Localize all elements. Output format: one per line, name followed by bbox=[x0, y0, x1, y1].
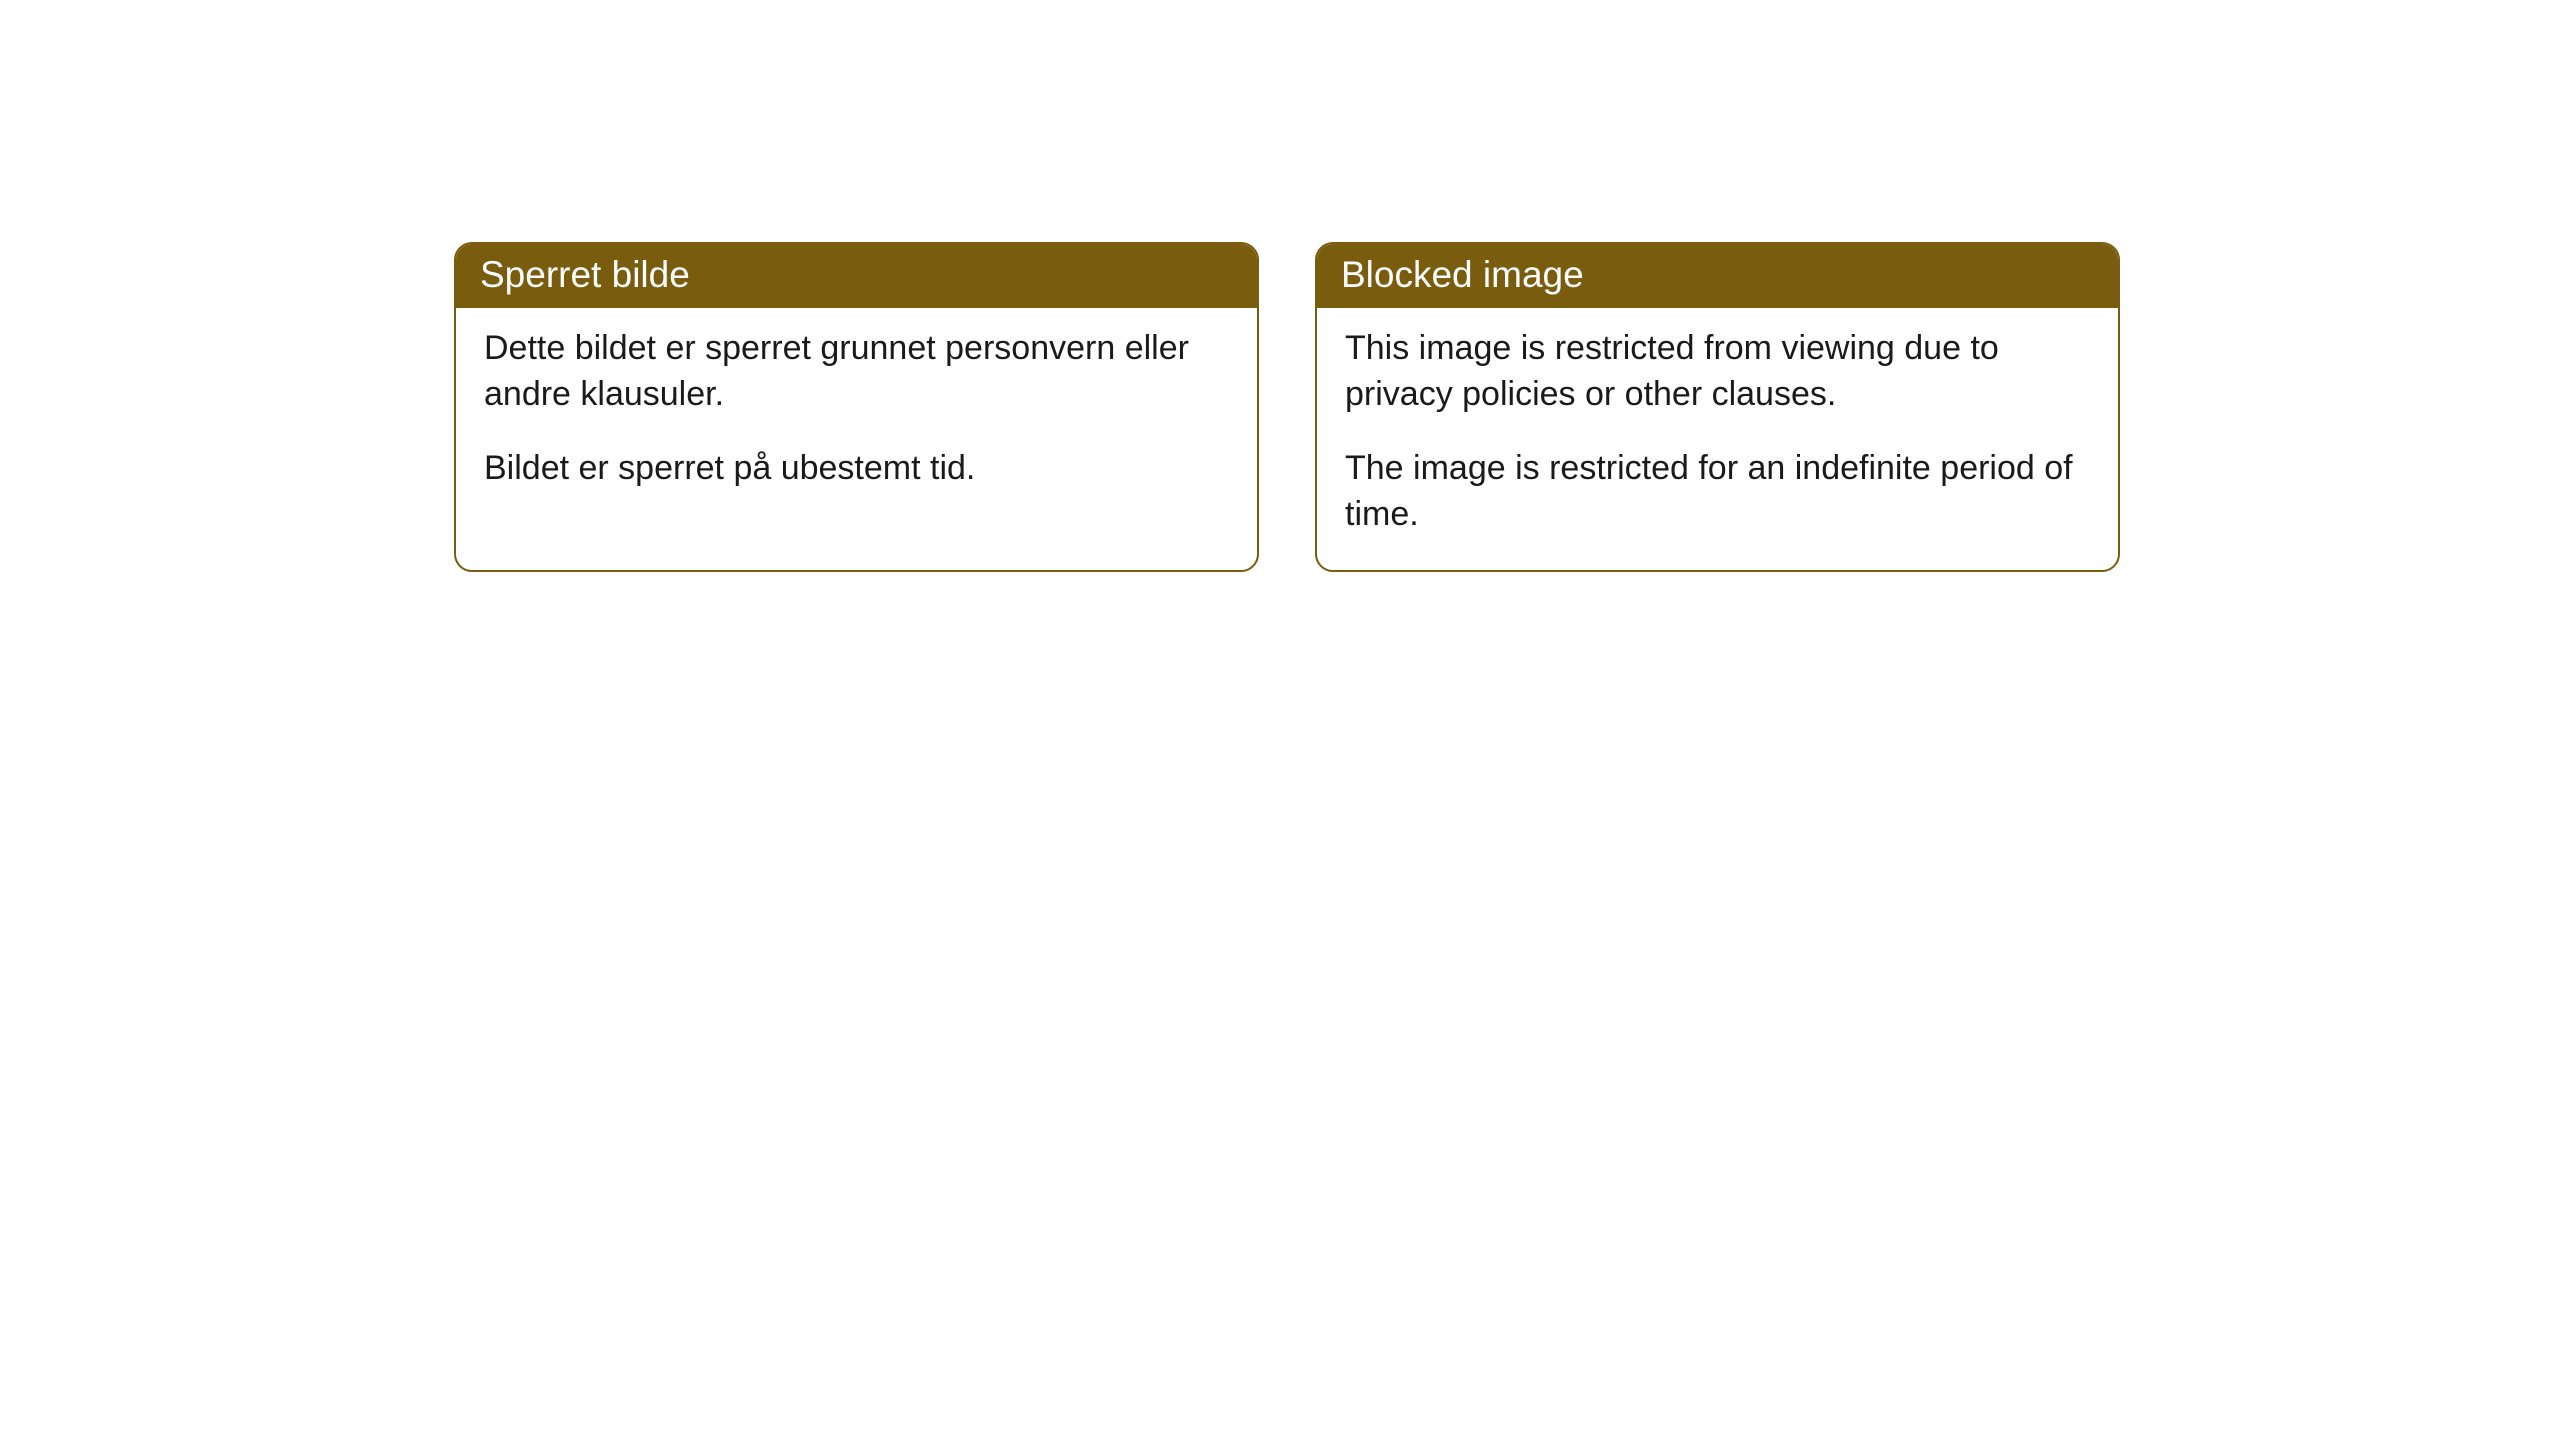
notice-header-english: Blocked image bbox=[1317, 244, 2118, 308]
notice-header-norwegian: Sperret bilde bbox=[456, 244, 1257, 308]
notice-card-norwegian: Sperret bilde Dette bildet er sperret gr… bbox=[454, 242, 1259, 572]
notice-paragraph: Dette bildet er sperret grunnet personve… bbox=[484, 326, 1229, 418]
notice-paragraph: Bildet er sperret på ubestemt tid. bbox=[484, 446, 1229, 492]
notice-card-english: Blocked image This image is restricted f… bbox=[1315, 242, 2120, 572]
notice-paragraph: The image is restricted for an indefinit… bbox=[1345, 446, 2090, 538]
notice-body-norwegian: Dette bildet er sperret grunnet personve… bbox=[456, 308, 1257, 524]
notice-container: Sperret bilde Dette bildet er sperret gr… bbox=[454, 242, 2120, 572]
notice-paragraph: This image is restricted from viewing du… bbox=[1345, 326, 2090, 418]
notice-body-english: This image is restricted from viewing du… bbox=[1317, 308, 2118, 570]
